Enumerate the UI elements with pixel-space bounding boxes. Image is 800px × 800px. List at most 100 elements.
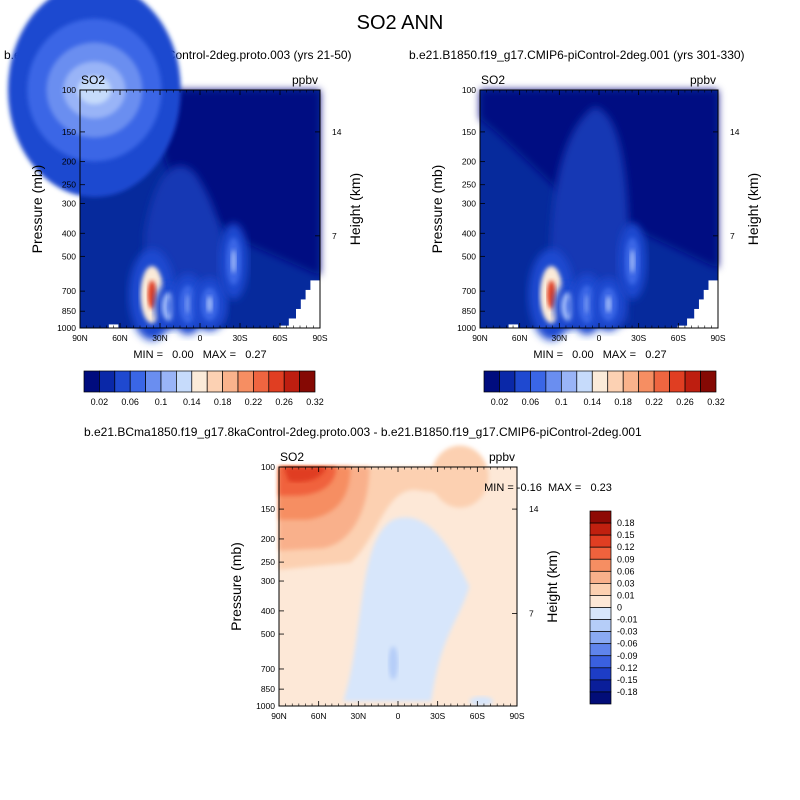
colorbar-swatch bbox=[268, 370, 285, 393]
colorbar-swatch bbox=[114, 370, 131, 393]
height-tick-label: 7 bbox=[730, 231, 735, 241]
colorbar-swatch bbox=[589, 655, 612, 669]
colorbar-label: 0.15 bbox=[617, 530, 635, 540]
x-tick-label: 0 bbox=[396, 711, 401, 721]
figure-title: SO2 ANN bbox=[356, 12, 444, 34]
y-tick-label: 200 bbox=[62, 157, 76, 167]
panel-1-field bbox=[480, 90, 718, 341]
y-tick-label: 400 bbox=[462, 228, 476, 238]
y-tick-label: 500 bbox=[62, 251, 76, 261]
colorbar-label: -0.18 bbox=[617, 687, 638, 697]
colorbar-label: 0.14 bbox=[183, 397, 201, 407]
colorbar-label: 0.26 bbox=[275, 397, 293, 407]
y-tick-label: 1000 bbox=[256, 701, 275, 711]
y-tick-label: 300 bbox=[261, 576, 275, 586]
band-0.12 bbox=[283, 467, 327, 482]
plume-core bbox=[629, 249, 635, 274]
y-tick-label: 100 bbox=[462, 85, 476, 95]
colorbar-swatch bbox=[684, 370, 701, 393]
x-tick-label: 90N bbox=[472, 333, 488, 343]
y-tick-label: 700 bbox=[261, 664, 275, 674]
colorbar-swatch bbox=[530, 370, 547, 393]
variable-label: SO2 bbox=[481, 73, 505, 87]
stats-label: MIN = 0.00 MAX = 0.27 bbox=[533, 349, 666, 361]
panel-1-axes: 90N 60N 30N 0 30S 60S 90S 100 150 200 250 300 400 500… bbox=[429, 73, 761, 343]
colorbar-swatch bbox=[589, 534, 612, 548]
y-tick-label: 150 bbox=[462, 127, 476, 137]
missing-data bbox=[687, 318, 718, 328]
colorbar-label: 0.22 bbox=[245, 397, 263, 407]
colorbar-swatch bbox=[589, 619, 612, 632]
panel-2-field bbox=[279, 445, 517, 706]
colorbar-swatch bbox=[222, 370, 239, 393]
x-tick-label: 60S bbox=[272, 333, 287, 343]
y-tick-label: 1000 bbox=[457, 323, 476, 333]
y-tick-label: 400 bbox=[261, 606, 275, 616]
plume-core bbox=[166, 299, 172, 314]
colorbar-swatch bbox=[589, 595, 612, 608]
colorbar-swatch bbox=[638, 370, 655, 393]
colorbar-swatch bbox=[589, 679, 612, 693]
colorbar-label: 0.06 bbox=[121, 397, 139, 407]
variable-label: SO2 bbox=[81, 73, 105, 87]
y-axis-label: Pressure (mb) bbox=[429, 165, 445, 254]
x-tick-label: 60N bbox=[512, 333, 528, 343]
panel-title-difference: b.e21.BCma1850.f19_g17.8kaControl-2deg.p… bbox=[84, 425, 642, 439]
colorbar-swatch bbox=[589, 546, 612, 560]
colorbar-label: 0.02 bbox=[91, 397, 109, 407]
x-tick-label: 30S bbox=[232, 333, 247, 343]
height-tick-label: 14 bbox=[730, 127, 740, 137]
colorbar-label: 0.12 bbox=[617, 542, 635, 552]
x-tick-label: 90N bbox=[72, 333, 88, 343]
band-0.01-right bbox=[431, 445, 489, 508]
colorbar-label: 0.01 bbox=[617, 590, 635, 600]
y2-axis-label: Height (km) bbox=[544, 550, 560, 622]
y-tick-label: 400 bbox=[62, 228, 76, 238]
y-tick-label: 100 bbox=[62, 85, 76, 95]
x-tick-label: 60N bbox=[112, 333, 128, 343]
colorbar-label: 0.1 bbox=[155, 397, 168, 407]
colorbar-swatch bbox=[83, 370, 100, 393]
x-tick-label: 90S bbox=[710, 333, 725, 343]
colorbar-swatch bbox=[514, 370, 531, 393]
missing-data bbox=[677, 325, 718, 328]
colorbar-swatch bbox=[176, 370, 193, 393]
x-tick-label: 0 bbox=[597, 333, 602, 343]
y-tick-label: 200 bbox=[261, 534, 275, 544]
colorbar-label: 0.32 bbox=[707, 397, 725, 407]
units-label: ppbv bbox=[690, 73, 716, 87]
colorbar-swatch bbox=[591, 370, 609, 393]
x-tick-label: 30N bbox=[152, 333, 168, 343]
colorbar-label: -0.12 bbox=[617, 663, 638, 673]
plume-core bbox=[565, 299, 571, 314]
colorbar-label: -0.03 bbox=[617, 627, 638, 637]
colorbar-swatch bbox=[145, 370, 162, 393]
y-axis-label: Pressure (mb) bbox=[228, 542, 244, 631]
y-tick-label: 300 bbox=[62, 199, 76, 209]
x-tick-label: 60S bbox=[470, 711, 485, 721]
colorbar-swatch bbox=[299, 370, 316, 393]
y-tick-label: 700 bbox=[62, 286, 76, 296]
y-tick-label: 150 bbox=[62, 127, 76, 137]
missing-data bbox=[279, 325, 320, 328]
plume-core bbox=[605, 295, 612, 313]
plume-core bbox=[583, 294, 591, 314]
colorbar-swatch bbox=[483, 370, 500, 393]
colorbar-label: 0.06 bbox=[522, 397, 540, 407]
colorbar-label: 0.18 bbox=[617, 518, 635, 528]
y-tick-label: 250 bbox=[62, 180, 76, 190]
colorbar-swatch bbox=[589, 607, 612, 620]
plot-frame bbox=[479, 89, 719, 329]
colorbar-swatch bbox=[576, 370, 593, 393]
units-label: ppbv bbox=[489, 450, 515, 464]
colorbar-label: 0.06 bbox=[617, 566, 635, 576]
plot-frame bbox=[278, 466, 518, 707]
y-tick-label: 850 bbox=[62, 306, 76, 316]
colorbar-swatch bbox=[499, 370, 516, 393]
y-tick-label: 100 bbox=[261, 462, 275, 472]
x-tick-label: 90S bbox=[312, 333, 327, 343]
colorbar-swatch bbox=[99, 370, 116, 393]
colorbar-swatch bbox=[669, 370, 686, 393]
stats-label: MIN = 0.00 MAX = 0.27 bbox=[133, 349, 266, 361]
